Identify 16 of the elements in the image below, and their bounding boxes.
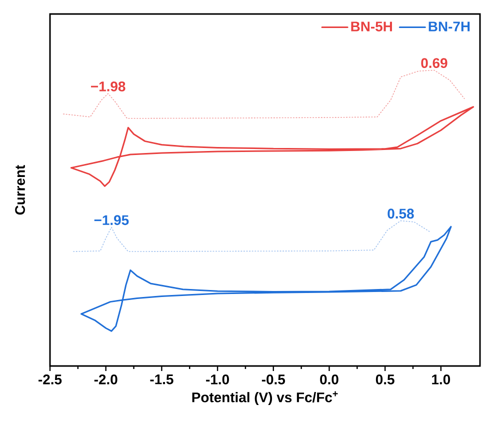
annotation: −1.95 bbox=[94, 215, 129, 226]
x-tick-label: -1.0 bbox=[206, 374, 229, 384]
legend-label: BN-7H bbox=[428, 22, 470, 32]
x-tick-label: 1.0 bbox=[432, 374, 450, 384]
annotation: 0.58 bbox=[388, 208, 414, 219]
x-tick-label: -2.0 bbox=[94, 374, 118, 384]
y-axis-title: Current bbox=[15, 164, 25, 215]
x-tick-label: 0.5 bbox=[376, 374, 394, 384]
annotation: −1.98 bbox=[91, 81, 126, 92]
legend-label: BN-5H bbox=[351, 22, 392, 32]
x-tick-label: -1.5 bbox=[150, 374, 174, 384]
x-axis-title: Potential (V) vs Fc/Fc$^{+}$ bbox=[192, 391, 338, 406]
x-tick-label: -2.5 bbox=[38, 374, 62, 384]
x-tick-label: 0.0 bbox=[320, 374, 338, 384]
text: 0.69 bbox=[421, 58, 448, 68]
x-tick-label: -0.5 bbox=[262, 374, 286, 384]
